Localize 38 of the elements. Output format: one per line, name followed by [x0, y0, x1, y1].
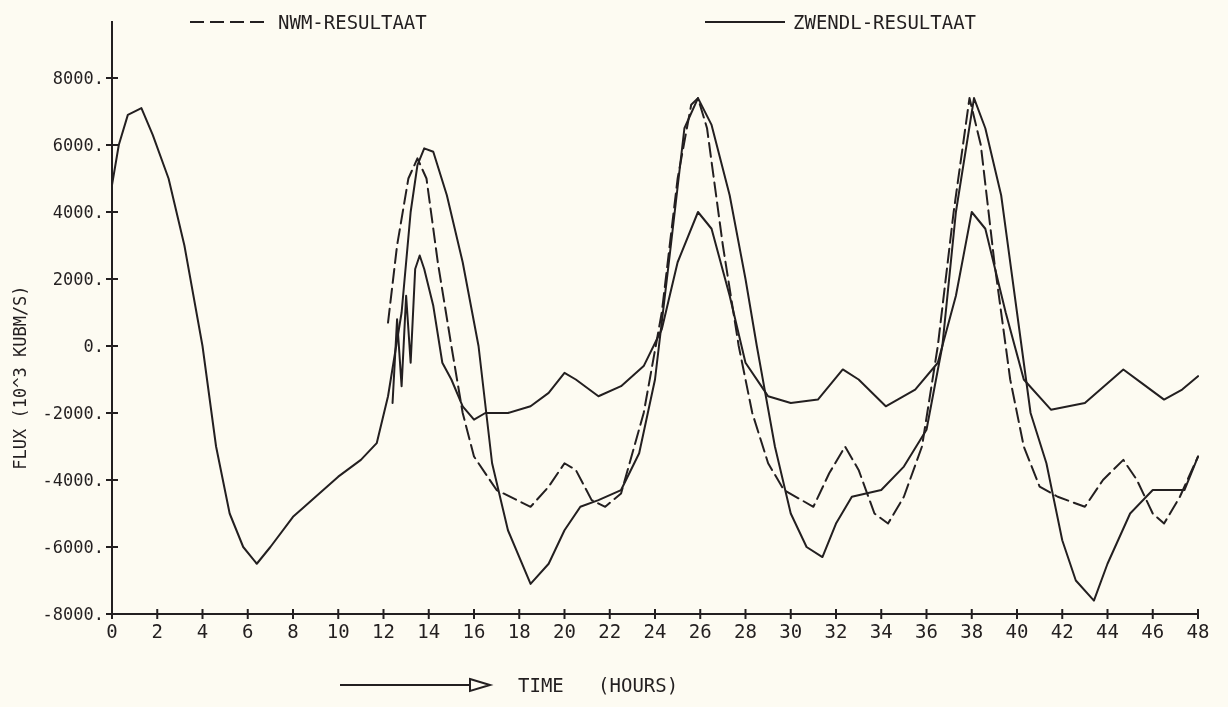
x-tick-label: 22: [598, 620, 622, 642]
x-tick-label: 24: [643, 620, 667, 642]
x-tick-label: 28: [734, 620, 757, 642]
x-tick-label: 48: [1186, 620, 1210, 642]
x-tick-label: 4: [196, 620, 209, 642]
y-tick-label: -4000.: [42, 470, 104, 490]
y-tick-label: -8000.: [42, 604, 104, 624]
x-tick-label: 44: [1096, 620, 1119, 642]
y-tick-label: 2000.: [52, 269, 104, 289]
x-tick-label: 42: [1050, 620, 1074, 642]
x-tick-label: 2: [151, 620, 163, 642]
y-tick-label: 4000.: [52, 202, 104, 222]
y-tick-label: -2000.: [42, 403, 104, 423]
x-tick-label: 6: [242, 620, 254, 642]
x-tick-label: 32: [824, 620, 848, 642]
legend-label: ZWENDL-RESULTAAT: [793, 11, 977, 33]
x-tick-label: 8: [287, 620, 299, 642]
x-tick-label: 38: [960, 620, 984, 642]
y-tick-label: -6000.: [42, 537, 104, 557]
y-tick-label: 6000.: [52, 135, 104, 155]
legend-label: NWM-RESULTAAT: [278, 11, 427, 33]
x-tick-label: 26: [688, 620, 712, 642]
x-tick-label: 18: [507, 620, 531, 642]
y-tick-label: 8000.: [52, 68, 104, 88]
x-tick-label: 14: [417, 620, 441, 642]
x-tick-label: 0: [106, 620, 118, 642]
x-tick-label: 20: [553, 620, 576, 642]
x-tick-label: 36: [915, 620, 938, 642]
x-tick-label: 34: [869, 620, 893, 642]
x-tick-label: 10: [326, 620, 350, 642]
x-tick-label: 16: [462, 620, 486, 642]
x-tick-label: 30: [779, 620, 803, 642]
x-axis-title: TIME (HOURS): [518, 674, 679, 696]
y-tick-label: 0.: [83, 336, 104, 356]
x-tick-label: 46: [1141, 620, 1165, 642]
y-axis-title: FLUX (10^3 KUBM/S): [10, 285, 30, 470]
x-tick-label: 12: [372, 620, 395, 642]
x-tick-label: 40: [1005, 620, 1029, 642]
